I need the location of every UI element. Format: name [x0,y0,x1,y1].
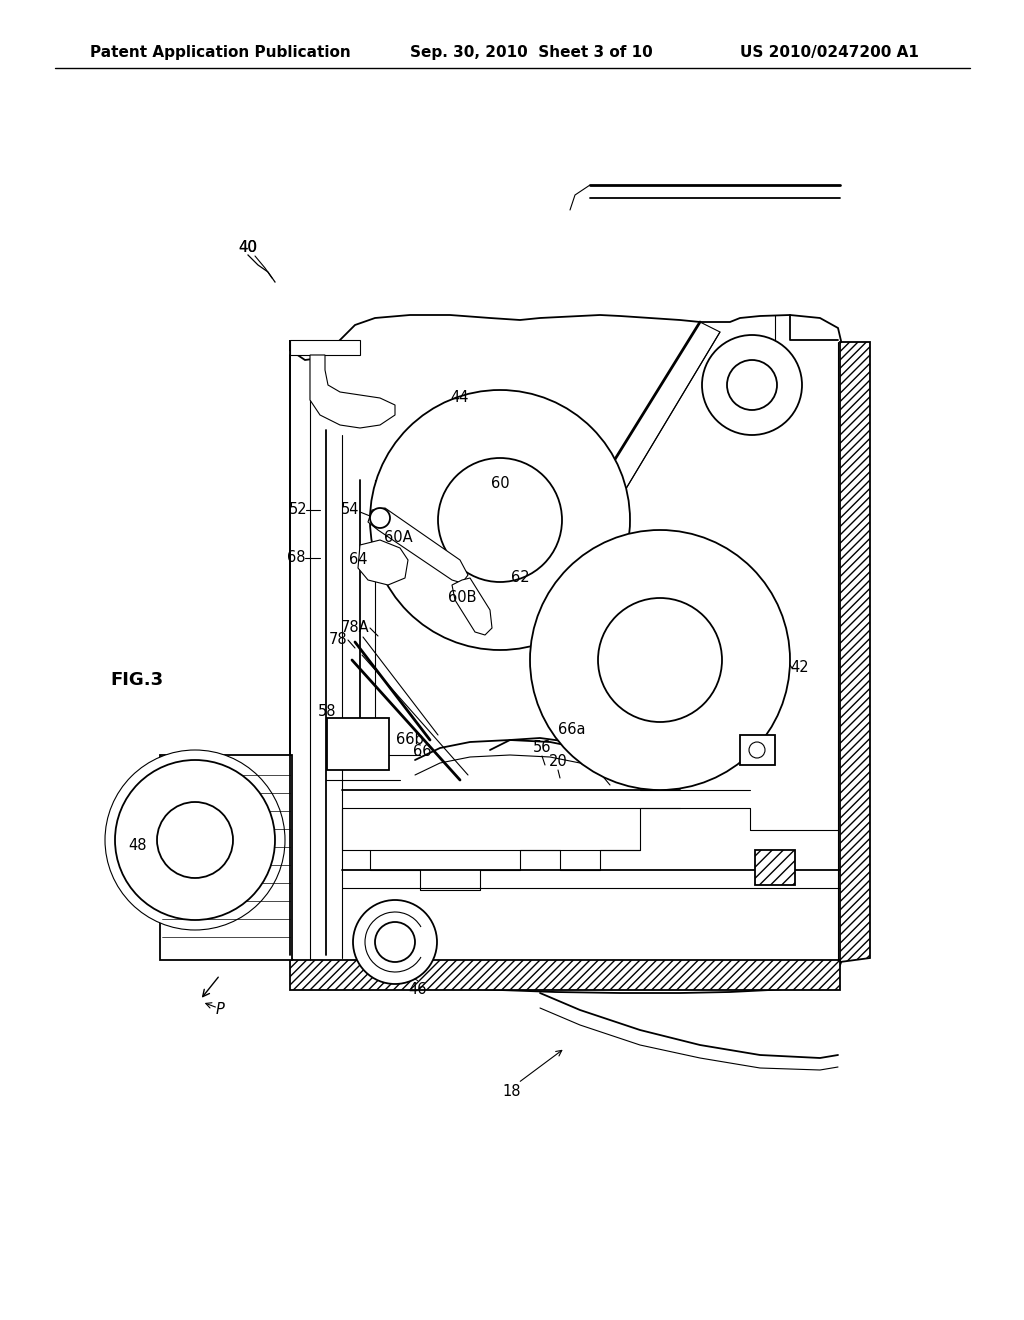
Circle shape [530,531,790,789]
Text: 20: 20 [549,755,567,770]
Text: 44: 44 [451,391,469,405]
Bar [755,850,795,884]
Text: US 2010/0247200 A1: US 2010/0247200 A1 [740,45,919,59]
Circle shape [438,458,562,582]
Text: 68: 68 [287,550,305,565]
Text: 42: 42 [791,660,809,676]
Circle shape [353,900,437,983]
Polygon shape [452,578,492,635]
Bar [290,960,840,990]
Circle shape [727,360,777,411]
Text: 66b: 66b [396,733,424,747]
Text: 60: 60 [490,475,509,491]
Polygon shape [290,315,842,993]
Bar [160,755,292,960]
Text: 66a: 66a [558,722,586,738]
Circle shape [115,760,275,920]
Text: P: P [216,1002,224,1018]
Text: 78: 78 [329,632,347,648]
Text: FIG.3: FIG.3 [110,671,163,689]
Text: 40: 40 [239,240,257,256]
Circle shape [370,508,390,528]
Polygon shape [368,508,468,583]
Text: 66: 66 [413,744,431,759]
Text: 78A: 78A [341,620,370,635]
Polygon shape [840,342,870,962]
Text: 40: 40 [239,240,258,256]
Text: 60B: 60B [447,590,476,606]
Text: 56: 56 [532,741,551,755]
Bar [327,718,389,770]
Bar [740,735,775,766]
Polygon shape [290,341,360,355]
Text: Patent Application Publication: Patent Application Publication [90,45,351,59]
Text: Sep. 30, 2010  Sheet 3 of 10: Sep. 30, 2010 Sheet 3 of 10 [410,45,652,59]
Circle shape [370,389,630,649]
Text: 60A: 60A [384,531,413,545]
Text: 48: 48 [129,837,147,853]
Text: 64: 64 [349,553,368,568]
Text: 54: 54 [341,503,359,517]
Circle shape [598,598,722,722]
Circle shape [702,335,802,436]
Polygon shape [565,322,720,552]
Circle shape [375,921,415,962]
Text: 46: 46 [409,982,427,998]
Text: 18: 18 [503,1085,521,1100]
Polygon shape [358,540,408,585]
Text: 62: 62 [511,570,529,586]
Circle shape [105,750,285,931]
Polygon shape [310,355,395,428]
Text: 58: 58 [317,705,336,719]
Text: 52: 52 [289,503,307,517]
Circle shape [749,742,765,758]
Circle shape [157,803,233,878]
